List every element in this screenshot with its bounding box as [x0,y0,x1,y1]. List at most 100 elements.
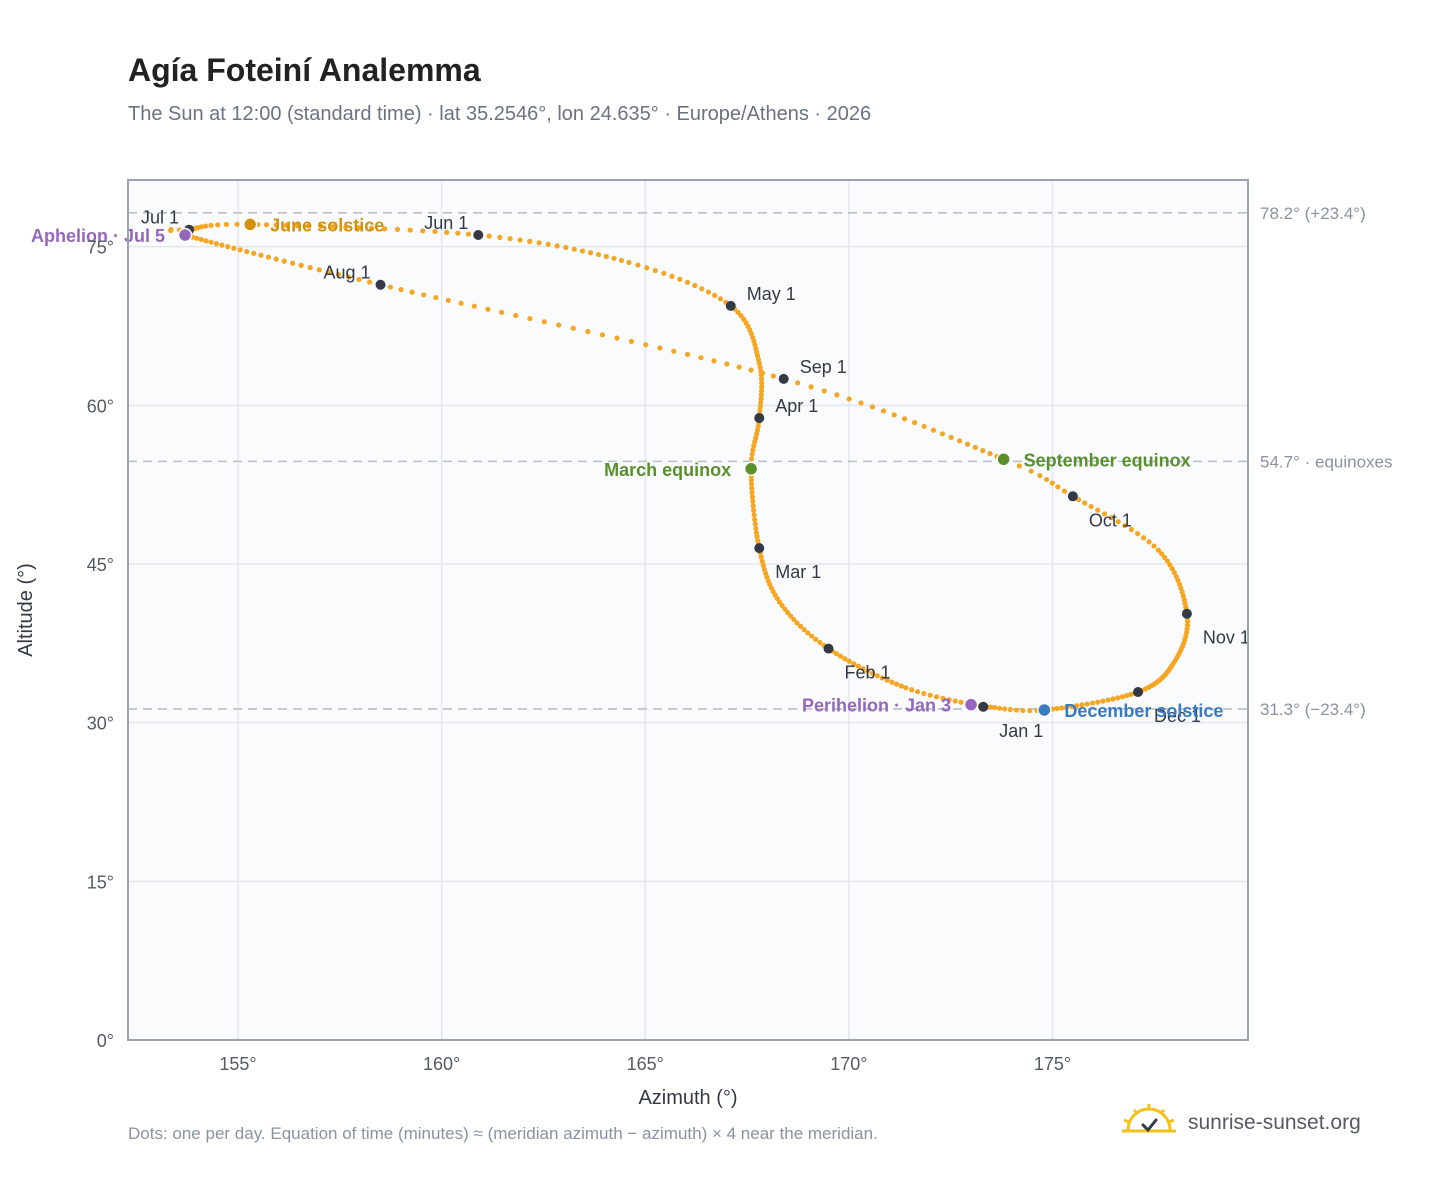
daily-dot [194,235,200,241]
daily-dot [1167,562,1173,568]
y-tick-label: 45° [87,555,114,575]
brand[interactable]: sunrise-sunset.org [1120,1102,1361,1143]
daily-dot [821,388,827,394]
daily-dot [1184,618,1191,625]
daily-dot [759,370,766,376]
daily-dot [782,606,788,612]
daily-dot [758,376,765,382]
daily-dot [587,250,594,256]
daily-dot [387,284,394,290]
daily-dot [735,309,741,315]
daily-dot [421,292,427,298]
daily-dot [563,244,569,251]
daily-dot [996,705,1003,711]
daily-dot [933,694,940,700]
daily-dot [699,286,705,292]
event-marker [743,461,759,477]
daily-dot [628,338,635,344]
daily-dot [1164,558,1170,564]
daily-dot [407,227,413,233]
month-label: Jul 1 [141,208,179,228]
daily-dot [1016,463,1022,469]
daily-dot [846,396,852,402]
daily-dot [1119,694,1125,700]
event-marker [963,697,979,712]
month-label: Apr 1 [775,396,818,416]
daily-dot [420,228,426,234]
daily-dot [758,392,764,398]
event-label: September equinox [1024,450,1191,470]
daily-dot [889,679,895,685]
daily-dot [884,677,890,683]
daily-dot [215,222,221,228]
month-label: Mar 1 [775,562,821,582]
daily-dot [614,335,620,341]
daily-dot [1128,526,1134,533]
daily-dot [855,663,861,669]
x-tick-label: 155° [219,1054,256,1074]
daily-dot [921,423,927,430]
axes: 155° 160° 165° 170° 175° 0° 15° 30° 45° 60° 75° [87,238,1071,1074]
daily-dot [611,255,617,262]
month-marker [1181,608,1192,619]
daily-dot [834,392,840,398]
daily-dot [316,267,322,273]
daily-dot [231,245,237,251]
footnote: Dots: one per day. Equation of time (min… [128,1124,878,1143]
daily-dot [946,697,952,703]
daily-dot [1171,569,1177,576]
daily-dot [911,420,918,426]
daily-dot [458,300,464,306]
daily-dot [842,656,848,662]
daily-dot [258,252,264,258]
daily-dot [684,279,691,285]
daily-dot [791,616,797,623]
daily-dot [432,228,438,235]
daily-dot [273,256,279,262]
daily-dot [759,558,765,565]
daily-dot [281,258,287,264]
daily-dot [1162,554,1168,560]
brand-name: sunrise-sunset.org [1188,1110,1361,1134]
daily-dot [661,270,667,276]
daily-dot [717,296,724,302]
daily-dot [759,384,765,390]
daily-dot [760,562,766,569]
month-label: Feb 1 [845,663,891,683]
daily-dot [930,427,937,433]
event-markers: June solstice March equinox September equi… [31,215,1223,721]
daily-dot [865,668,871,674]
daily-dot [921,690,927,697]
month-marker [754,543,765,554]
daily-dot [940,695,946,701]
daily-dot [307,264,313,271]
daily-dot [753,529,760,536]
daily-dot [1061,488,1068,494]
daily-dot [749,485,755,491]
daily-dot [465,231,471,237]
daily-dot [1044,476,1050,483]
daily-dot [486,233,492,239]
daily-dot [599,332,606,338]
daily-dot [585,328,591,335]
daily-dot [801,626,807,633]
daily-dot [669,273,675,279]
daily-dot [1007,706,1013,713]
daily-dot [198,236,204,243]
month-marker [725,300,736,311]
daily-dot [795,380,801,386]
daily-dot [748,481,755,487]
daily-dot [1068,703,1075,710]
daily-dot [753,525,759,531]
daily-dot [757,403,763,410]
month-label: Oct 1 [1089,510,1132,530]
daily-dot [1055,484,1061,490]
daily-dot [545,241,551,247]
y-tick-label: 15° [87,872,114,892]
daily-dot [652,267,658,274]
daily-dot [987,451,993,457]
daily-dot [223,221,229,228]
daily-dot [684,351,691,358]
daily-dot [330,224,336,230]
